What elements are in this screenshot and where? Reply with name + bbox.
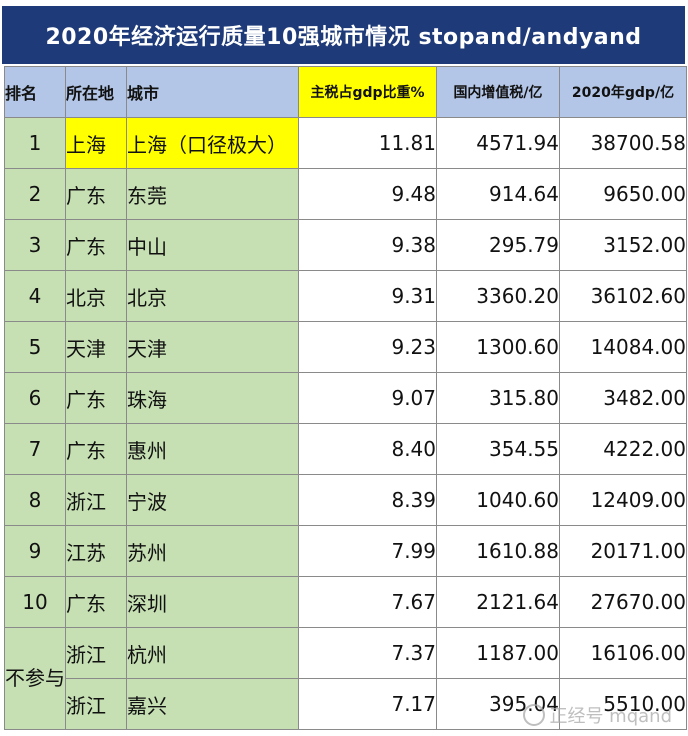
cell-province: 北京 — [65, 270, 127, 322]
header-tax-ratio: 主税占gdp比重% — [298, 66, 437, 118]
cell-city: 苏州 — [126, 525, 299, 577]
cell-province: 浙江 — [65, 678, 127, 730]
cell-rank-excluded: 不参与 — [4, 627, 66, 730]
cell-rank: 2 — [4, 168, 66, 220]
table-row: 3 广东 中山 9.38 295.79 3152.00 — [4, 219, 687, 271]
cell-vat: 315.80 — [436, 372, 560, 424]
cell-city: 嘉兴 — [126, 678, 299, 730]
cell-province: 浙江 — [65, 474, 127, 526]
cell-rank: 3 — [4, 219, 66, 271]
cell-province: 广东 — [65, 219, 127, 271]
table-row-extra: 浙江 嘉兴 7.17 395.04 5510.00 — [5, 678, 687, 730]
table-row: 7 广东 惠州 8.40 354.55 4222.00 — [4, 423, 687, 475]
header-vat: 国内增值税/亿 — [436, 66, 560, 118]
cell-gdp: 3482.00 — [559, 372, 687, 424]
cell-province: 浙江 — [65, 627, 127, 679]
cell-gdp: 16106.00 — [559, 627, 687, 679]
cell-rank: 1 — [4, 117, 66, 169]
header-city: 城市 — [126, 66, 299, 118]
table-row: 1 上海 上海（口径极大） 11.81 4571.94 38700.58 — [4, 117, 687, 169]
cell-city: 天津 — [126, 321, 299, 373]
cell-tax-ratio: 9.38 — [298, 219, 437, 271]
cell-gdp: 38700.58 — [559, 117, 687, 169]
cell-city: 杭州 — [126, 627, 299, 679]
cell-tax-ratio: 7.17 — [298, 678, 437, 730]
cell-city: 惠州 — [126, 423, 299, 475]
table-row-extra: 不参与 浙江 杭州 7.37 1187.00 16106.00 — [4, 627, 687, 730]
cell-city: 上海（口径极大） — [126, 117, 299, 169]
cell-gdp: 5510.00 — [559, 678, 687, 730]
cell-city: 珠海 — [126, 372, 299, 424]
cell-tax-ratio: 7.37 — [298, 627, 437, 679]
cell-province: 广东 — [65, 576, 127, 628]
cell-city: 深圳 — [126, 576, 299, 628]
cell-province: 广东 — [65, 372, 127, 424]
cell-tax-ratio: 9.48 — [298, 168, 437, 220]
cell-gdp: 36102.60 — [559, 270, 687, 322]
cell-rank: 9 — [4, 525, 66, 577]
cell-city: 东莞 — [126, 168, 299, 220]
cell-vat: 1300.60 — [436, 321, 560, 373]
watermark-text: 正经号 mqand — [549, 706, 672, 727]
cell-province: 广东 — [65, 423, 127, 475]
cell-vat: 395.04 — [436, 678, 560, 730]
cell-gdp: 9650.00 — [559, 168, 687, 220]
table-row: 4 北京 北京 9.31 3360.20 36102.60 — [4, 270, 687, 322]
cell-gdp: 20171.00 — [559, 525, 687, 577]
table-row: 8 浙江 宁波 8.39 1040.60 12409.00 — [4, 474, 687, 526]
cell-rank: 7 — [4, 423, 66, 475]
cell-vat: 1040.60 — [436, 474, 560, 526]
data-table: 排名 所在地 城市 主税占gdp比重% 国内增值税/亿 2020年gdp/亿 1… — [4, 66, 687, 730]
cell-rank: 4 — [4, 270, 66, 322]
table-row: 10 广东 深圳 7.67 2121.64 27670.00 — [4, 576, 687, 628]
cell-tax-ratio: 9.31 — [298, 270, 437, 322]
watermark: 正经号 mqand — [523, 702, 672, 728]
cell-gdp: 27670.00 — [559, 576, 687, 628]
cell-tax-ratio: 8.40 — [298, 423, 437, 475]
table-row: 9 江苏 苏州 7.99 1610.88 20171.00 — [4, 525, 687, 577]
table-row: 5 天津 天津 9.23 1300.60 14084.00 — [4, 321, 687, 373]
cell-vat: 4571.94 — [436, 117, 560, 169]
cell-province: 上海 — [65, 117, 127, 169]
watermark-logo-icon — [523, 704, 546, 726]
cell-vat: 3360.20 — [436, 270, 560, 322]
cell-province: 江苏 — [65, 525, 127, 577]
cell-gdp: 3152.00 — [559, 219, 687, 271]
cell-city: 宁波 — [126, 474, 299, 526]
header-province: 所在地 — [65, 66, 127, 118]
cell-vat: 914.64 — [436, 168, 560, 220]
cell-rank: 6 — [4, 372, 66, 424]
header-rank: 排名 — [4, 66, 66, 118]
table-row: 2 广东 东莞 9.48 914.64 9650.00 — [4, 168, 687, 220]
cell-gdp: 12409.00 — [559, 474, 687, 526]
cell-province: 天津 — [65, 321, 127, 373]
cell-gdp: 4222.00 — [559, 423, 687, 475]
cell-tax-ratio: 9.07 — [298, 372, 437, 424]
cell-tax-ratio: 9.23 — [298, 321, 437, 373]
table-body: 1 上海 上海（口径极大） 11.81 4571.94 38700.58 2 广… — [4, 117, 687, 730]
table-title: 2020年经济运行质量10强城市情况 stopand/andyand — [2, 6, 685, 64]
cell-city: 中山 — [126, 219, 299, 271]
cell-vat: 1187.00 — [436, 627, 560, 679]
cell-vat: 295.79 — [436, 219, 560, 271]
cell-province: 广东 — [65, 168, 127, 220]
cell-tax-ratio: 7.99 — [298, 525, 437, 577]
cell-vat: 2121.64 — [436, 576, 560, 628]
cell-rank: 8 — [4, 474, 66, 526]
header-gdp: 2020年gdp/亿 — [559, 66, 687, 118]
cell-rank: 5 — [4, 321, 66, 373]
cell-tax-ratio: 8.39 — [298, 474, 437, 526]
cell-vat: 354.55 — [436, 423, 560, 475]
table-row: 6 广东 珠海 9.07 315.80 3482.00 — [4, 372, 687, 424]
cell-rank: 10 — [4, 576, 66, 628]
cell-gdp: 14084.00 — [559, 321, 687, 373]
header-row: 排名 所在地 城市 主税占gdp比重% 国内增值税/亿 2020年gdp/亿 — [4, 66, 687, 118]
cell-vat: 1610.88 — [436, 525, 560, 577]
cell-city: 北京 — [126, 270, 299, 322]
cell-tax-ratio: 11.81 — [298, 117, 437, 169]
cell-tax-ratio: 7.67 — [298, 576, 437, 628]
